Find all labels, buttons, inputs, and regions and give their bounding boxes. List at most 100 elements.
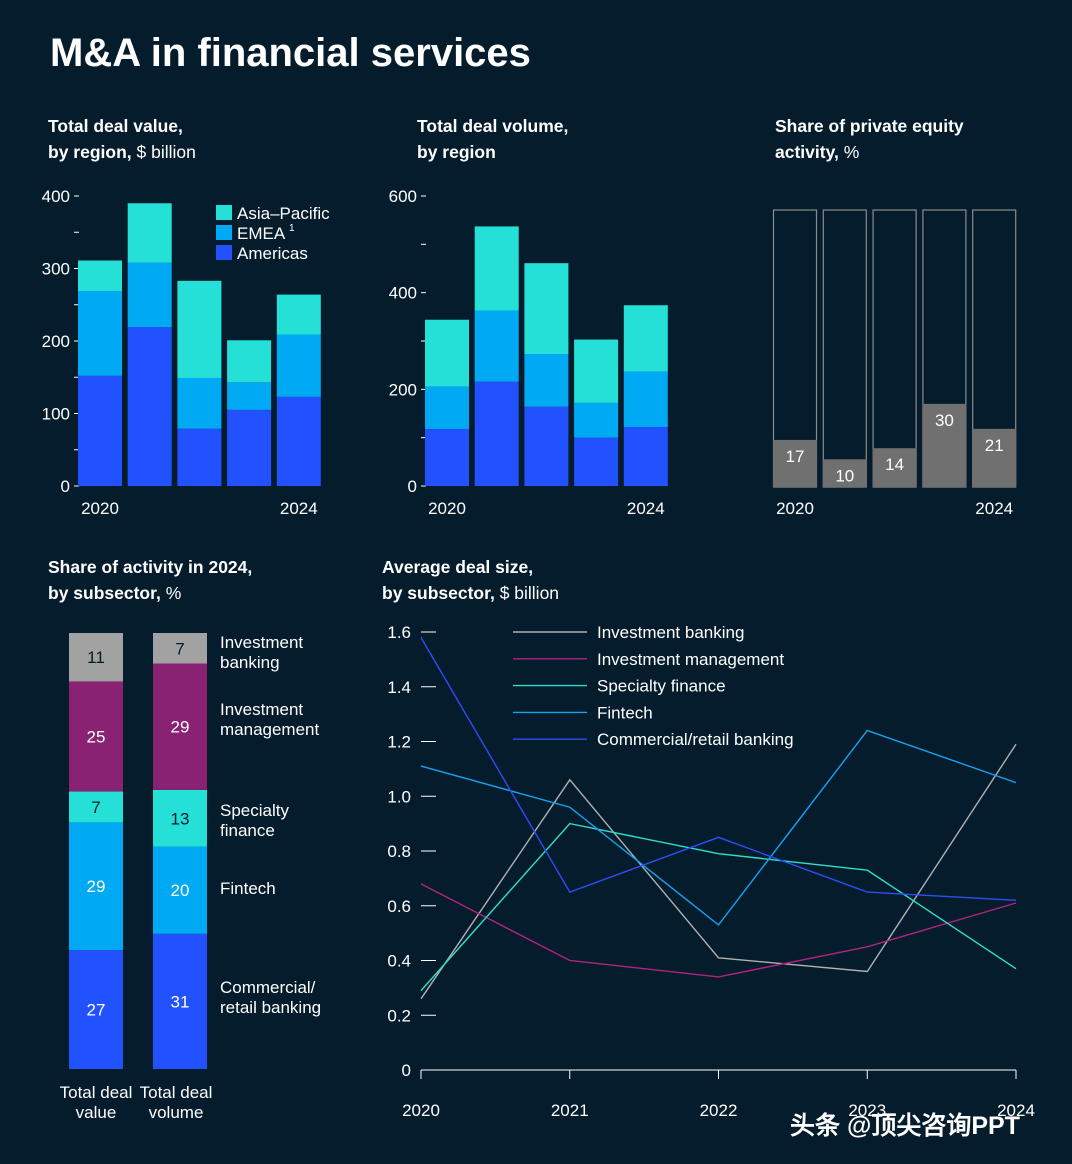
legend-label: Specialty finance (597, 677, 726, 696)
y-tick-label: 200 (42, 332, 70, 351)
bar-segment-americas (474, 381, 519, 486)
legend-label: Investment banking (597, 623, 744, 642)
subsector-value-label: 25 (87, 727, 106, 746)
pe-share-chart: Share of private equity activity, % 17 2020… (772, 116, 1017, 518)
deal-volume-chart: Total deal volume, by region 0 200 400 600 202… (389, 116, 668, 518)
pe-bar-fill (872, 448, 917, 487)
bar-segment-apac (276, 294, 321, 335)
legend-swatch-americas (216, 245, 232, 260)
bar-segment-emea (78, 290, 122, 376)
segment-label: Commercial/ (220, 978, 316, 997)
bar-segment-emea (574, 402, 619, 438)
pe-value-label: 30 (935, 411, 954, 430)
pe-value-label: 17 (786, 447, 805, 466)
bar-segment-apac (425, 319, 469, 387)
bar-segment-apac (127, 203, 172, 263)
y-tick-label: 0.8 (387, 842, 411, 861)
subsector-value-label: 29 (87, 877, 106, 896)
line-series-line_fintech (420, 729, 1017, 926)
chart-title-bold-part: by subsector, (48, 583, 161, 603)
x-tick-label: 2024 (280, 499, 318, 518)
subsector-segment-investment_banking (153, 633, 207, 664)
subsector-value-label: 7 (91, 798, 100, 817)
chart-title-line1: Total deal volume, (417, 116, 568, 136)
pe-bar-outline (872, 209, 917, 488)
bar-segment-apac (574, 339, 619, 403)
legend-footnote: 1 (289, 223, 295, 234)
subsector-segment-fintech (153, 846, 207, 934)
line-series-line_specialty_finance (420, 822, 1017, 992)
bar-segment-americas (425, 428, 469, 486)
y-tick-label: 1.2 (387, 733, 411, 752)
chart-title-line1: Share of private equity (775, 116, 964, 136)
segment-label: Investment (220, 700, 303, 719)
chart-title-light-part: $ billion (132, 142, 196, 162)
subsector-segment-investment_banking (69, 633, 123, 682)
chart-title-light-part: % (839, 142, 859, 162)
x-tick-label: 2020 (428, 499, 466, 518)
y-tick-label: 0.4 (387, 952, 411, 971)
pe-value-label: 14 (885, 455, 904, 474)
subsector-value-label: 7 (175, 639, 184, 658)
bar-axis-label: volume (149, 1103, 204, 1122)
y-tick-label: 600 (389, 187, 417, 206)
pe-bar-outline (822, 209, 867, 488)
line-series-line_investment_management (420, 883, 1017, 978)
y-tick-label: 0 (402, 1061, 411, 1080)
bar-axis-label: value (76, 1103, 117, 1122)
y-tick-label: 400 (389, 284, 417, 303)
bar-segment-emea (276, 334, 321, 397)
legend-label: Asia–Pacific (237, 204, 330, 223)
chart-title-bold-part: by region (417, 142, 496, 162)
bar-axis-label: Total deal (140, 1083, 213, 1102)
bar-segment-apac (227, 340, 272, 383)
bar-segment-emea (177, 377, 222, 429)
subsector-value-label: 31 (171, 992, 190, 1011)
bar-segment-americas (623, 427, 668, 486)
subsector-value-label: 13 (171, 809, 190, 828)
y-tick-label: 1.0 (387, 787, 411, 806)
y-tick-label: 0 (408, 477, 417, 496)
pe-bar-fill (972, 428, 1017, 487)
pe-bar-fill (922, 403, 967, 487)
x-tick-label: 2020 (402, 1101, 440, 1120)
chart-title-line2: by subsector, % (48, 583, 181, 603)
bar-segment-apac (474, 226, 519, 311)
pe-bar-fill (822, 459, 867, 487)
y-tick-label: 100 (42, 405, 70, 424)
bar-segment-apac (524, 263, 569, 355)
bar-segment-americas (276, 396, 321, 486)
y-tick-label: 200 (389, 380, 417, 399)
bar-segment-apac (177, 280, 222, 378)
subsector-segment-commercial_retail (69, 950, 123, 1069)
bar-segment-americas (227, 409, 272, 486)
subsector-value-label: 20 (171, 881, 190, 900)
chart-title-line1: Average deal size, (382, 557, 533, 577)
subsector-share-chart: Share of activity in 2024, by subsector, … (48, 557, 321, 1122)
chart-title-light-part: % (161, 583, 181, 603)
subsector-value-label: 11 (87, 648, 105, 667)
chart-title-bold-part: by subsector, (382, 583, 495, 603)
subsector-segment-investment_management (153, 663, 207, 790)
x-tick-label: 2023 (848, 1101, 886, 1120)
legend-label: Investment management (597, 650, 784, 669)
x-tick-label: 2024 (975, 499, 1013, 518)
segment-label: banking (220, 653, 280, 672)
chart-title-line2: activity, % (775, 142, 859, 162)
bar-segment-emea (127, 262, 172, 328)
line-series-line_commercial_retail (420, 637, 1017, 901)
bar-segment-apac (78, 260, 122, 291)
bar-segment-emea (524, 354, 569, 407)
y-tick-label: 0.2 (387, 1006, 411, 1025)
legend-label: Americas (237, 244, 308, 263)
chart-title-bold-part: by region, (48, 142, 132, 162)
bar-segment-americas (78, 375, 122, 486)
segment-label: management (220, 720, 320, 739)
legend-swatch-emea (216, 225, 232, 240)
legend-label: Commercial/retail banking (597, 730, 794, 749)
y-tick-label: 400 (42, 187, 70, 206)
y-tick-label: 300 (42, 260, 70, 279)
chart-title-line2: by subsector, $ billion (382, 583, 559, 603)
y-tick-label: 1.6 (387, 623, 411, 642)
